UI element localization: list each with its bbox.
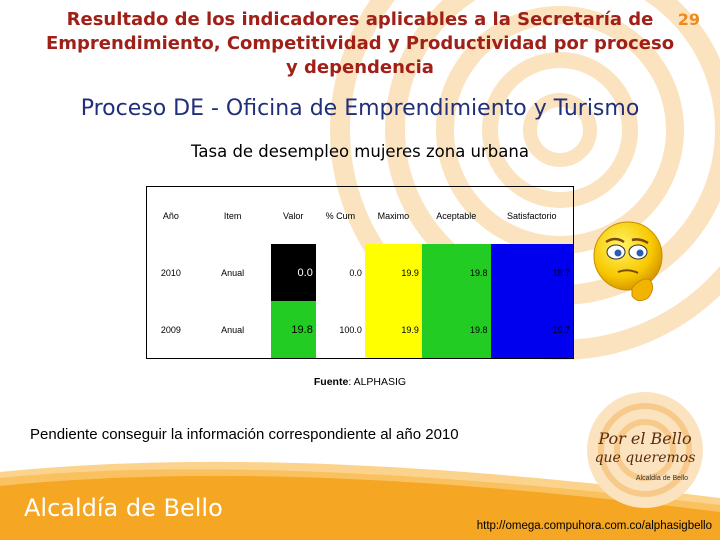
cell-satisfactorio: 19.7 <box>490 244 574 301</box>
process-subtitle: Proceso DE - Oficina de Emprendimiento y… <box>80 96 640 121</box>
cell-valor: 0.0 <box>270 244 316 301</box>
cell-valor: 19.8 <box>270 301 316 359</box>
cell-satisfactorio: 19.7 <box>490 301 574 359</box>
indicator-title: Tasa de desempleo mujeres zona urbana <box>191 142 529 161</box>
col-header-valor: Valor <box>283 210 304 221</box>
logo-line1: Por el Bello <box>597 429 691 448</box>
indicator-table: Año Item Valor % Cum Maximo Aceptable Sa… <box>146 186 574 359</box>
cell-maximo: 19.9 <box>364 301 422 359</box>
cell-anio: 2010 <box>160 267 181 278</box>
cell-aceptable: 19.8 <box>421 244 491 301</box>
cell-item: Anual <box>221 267 245 278</box>
page-number: 29 <box>677 10 700 29</box>
col-header-aceptable: Aceptable <box>436 210 477 221</box>
cell-maximo: 19.9 <box>364 244 422 301</box>
col-header-anio: Año <box>162 210 179 221</box>
cell-item: Anual <box>221 324 245 335</box>
thinking-face-icon <box>593 221 663 302</box>
footer-brand: Alcaldía de Bello <box>24 494 223 522</box>
cell-cum: 0.0 <box>349 267 362 278</box>
cell-cum: 100.0 <box>339 324 362 335</box>
col-header-item: Item <box>223 210 242 221</box>
cell-aceptable: 19.8 <box>421 301 491 359</box>
col-header-cum: % Cum <box>325 210 356 221</box>
logo-line3: Alcaldía de Bello <box>636 475 688 482</box>
table-row: 2009 Anual 19.8 100.0 19.9 19.8 19.7 <box>147 301 574 359</box>
col-header-satisfactorio: Satisfactorio <box>507 210 557 221</box>
table-header-row: Año Item Valor % Cum Maximo Aceptable Sa… <box>147 187 574 245</box>
cell-anio: 2009 <box>160 324 181 335</box>
source-line: Fuente: ALPHASIG <box>0 376 720 388</box>
col-header-maximo: Maximo <box>377 210 410 221</box>
logo-line2: que queremos <box>595 450 696 466</box>
table-row: 2010 Anual 0.0 0.0 19.9 19.8 19.7 <box>147 244 574 301</box>
slide-title: Resultado de los indicadores aplicables … <box>45 9 675 78</box>
pending-note: Pendiente conseguir la información corre… <box>30 426 459 443</box>
source-value: : ALPHASIG <box>348 376 407 388</box>
footer-url[interactable]: http://omega.compuhora.com.co/alphasigbe… <box>476 520 712 532</box>
source-label: Fuente <box>313 376 349 388</box>
por-el-bello-logo: Por el Bello que queremos Alcaldía de Be… <box>587 392 703 508</box>
